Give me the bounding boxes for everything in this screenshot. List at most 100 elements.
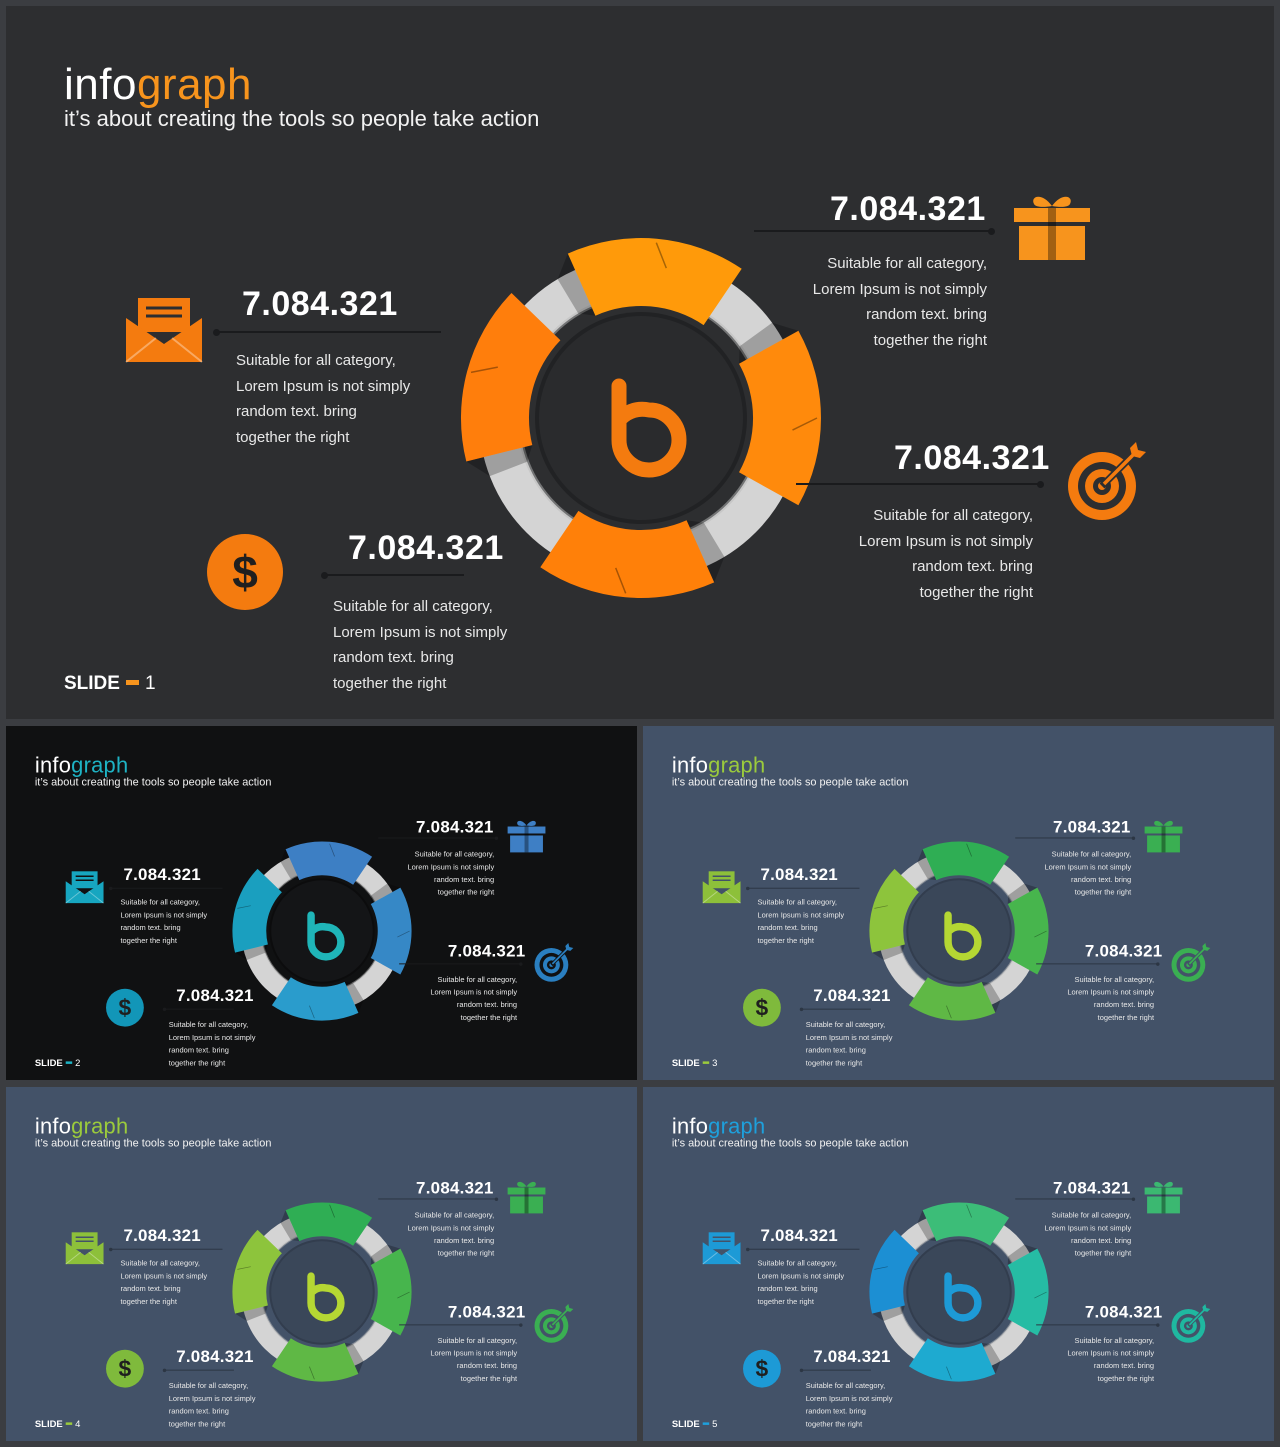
- target-icon: [533, 1302, 575, 1346]
- description-line: together the right: [805, 1419, 863, 1429]
- connector-dot: [988, 227, 995, 235]
- description-line: Lorem Ipsum is not simply: [120, 910, 208, 920]
- description-line: together the right: [236, 428, 350, 446]
- mail-icon: [702, 869, 742, 906]
- description: Suitable for all category, Lorem Ipsum is…: [1012, 1209, 1131, 1260]
- connector-dot: [162, 1368, 167, 1372]
- description-line: together the right: [1074, 887, 1132, 897]
- description: Suitable for all category, Lorem Ipsum is…: [120, 896, 239, 947]
- description-line: together the right: [120, 1297, 177, 1306]
- slide-title: infograph: [64, 61, 252, 109]
- description: Suitable for all category, Lorem Ipsum is…: [398, 1334, 517, 1385]
- description-line: together the right: [460, 1013, 518, 1022]
- gift-icon: [1144, 1180, 1184, 1217]
- connector-dot: [109, 1247, 113, 1251]
- slide-number: 2: [75, 1057, 81, 1069]
- description-line: together the right: [168, 1058, 226, 1068]
- description-line: together the right: [919, 583, 1033, 601]
- description-line: random text. bring: [912, 558, 1033, 575]
- slide-number: 3: [712, 1057, 718, 1069]
- connector-line: [399, 963, 522, 965]
- description-line: Suitable for all category,: [873, 507, 1033, 524]
- mail-icon: [124, 294, 204, 369]
- description-line: together the right: [333, 674, 447, 692]
- connector-dot: [162, 1007, 167, 1011]
- title-prefix: info: [34, 752, 72, 778]
- description: Suitable for all category, Lorem Ipsum is…: [1012, 848, 1131, 899]
- slide-2: infograph it’s about creating the tools s…: [6, 726, 637, 1080]
- slide-divider: [65, 1422, 73, 1425]
- gift-icon: [507, 819, 547, 856]
- connector-line: [216, 331, 441, 333]
- description-line: Lorem Ipsum is not simply: [757, 1271, 845, 1281]
- description-line: random text. bring: [1071, 875, 1132, 884]
- title-suffix: graph: [136, 60, 252, 109]
- connector-line: [801, 1008, 871, 1010]
- description-line: random text. bring: [805, 1406, 866, 1416]
- connector-line: [747, 887, 860, 889]
- connector-line: [1015, 1198, 1134, 1200]
- description-line: Suitable for all category,: [757, 898, 837, 907]
- title-prefix: info: [671, 1113, 709, 1139]
- slide-subtitle: it’s about creating the tools so people …: [671, 1136, 909, 1150]
- description-line: Lorem Ipsum is not simply: [858, 532, 1033, 550]
- slide-footer: SLIDE 2: [35, 1057, 81, 1069]
- value-label: 7.084.321: [416, 817, 494, 837]
- value-label: 7.084.321: [1084, 941, 1163, 961]
- description-line: random text. bring: [456, 1000, 518, 1010]
- description-line: together the right: [460, 1374, 518, 1383]
- description-line: together the right: [168, 1419, 226, 1429]
- description-line: Suitable for all category,: [757, 1259, 837, 1268]
- title-suffix: graph: [71, 1113, 129, 1139]
- description-line: Suitable for all category,: [168, 1381, 249, 1391]
- connector-line: [1036, 963, 1159, 965]
- description-line: together the right: [437, 887, 495, 897]
- description-line: random text. bring: [757, 923, 818, 933]
- slide-title: infograph: [672, 753, 766, 777]
- dollar-icon: $: [105, 1349, 145, 1391]
- slide-3: infograph it’s about creating the tools s…: [643, 726, 1274, 1080]
- connector-line: [754, 230, 992, 232]
- connector-line: [110, 1248, 223, 1250]
- description-line: Lorem Ipsum is not simply: [407, 1223, 495, 1233]
- description-line: Suitable for all category,: [437, 1336, 518, 1345]
- description: Suitable for all category, Lorem Ipsum is…: [169, 1019, 288, 1070]
- value-label: 7.084.321: [416, 1178, 494, 1198]
- slide-subtitle: it’s about creating the tools so people …: [34, 1136, 272, 1150]
- description-line: Suitable for all category,: [1051, 1210, 1132, 1220]
- value-label: 7.084.321: [1053, 1178, 1131, 1198]
- value-label: 7.084.321: [176, 986, 254, 1006]
- slide-label: SLIDE: [34, 1057, 63, 1069]
- description-line: random text. bring: [456, 1361, 518, 1371]
- description-line: Suitable for all category,: [437, 975, 518, 984]
- target-icon: [1170, 941, 1212, 985]
- slide-title: infograph: [35, 753, 129, 777]
- dollar-icon: $: [105, 988, 145, 1030]
- slide-title: infograph: [35, 1114, 129, 1138]
- description-line: Lorem Ipsum is not simply: [430, 1349, 518, 1358]
- slide-divider: [125, 679, 139, 685]
- connector-line: [378, 837, 497, 839]
- description: Suitable for all category, Lorem Ipsum is…: [169, 1380, 288, 1431]
- description-line: random text. bring: [805, 1045, 866, 1055]
- connector-line: [1036, 1324, 1159, 1326]
- description-line: Suitable for all category,: [1051, 849, 1132, 859]
- connector-line: [378, 1198, 497, 1200]
- title-suffix: graph: [708, 1113, 766, 1139]
- title-suffix: graph: [708, 752, 766, 778]
- description-line: Lorem Ipsum is not simply: [168, 1033, 256, 1042]
- value-label: 7.084.321: [1084, 1302, 1163, 1322]
- connector-dot: [746, 886, 750, 890]
- gift-icon: [1144, 819, 1184, 856]
- slide-4: infograph it’s about creating the tools s…: [6, 1087, 637, 1441]
- slide-title: infograph: [672, 1114, 766, 1138]
- description-line: Suitable for all category,: [236, 352, 396, 369]
- description-line: Lorem Ipsum is not simply: [120, 1271, 208, 1281]
- mail-icon: [65, 1230, 105, 1267]
- slide-divider: [702, 1061, 710, 1064]
- description-line: random text. bring: [168, 1045, 229, 1055]
- description: Suitable for all category, Lorem Ipsum is…: [1035, 1334, 1154, 1385]
- description-line: Suitable for all category,: [414, 1210, 495, 1220]
- description-line: Lorem Ipsum is not simply: [805, 1033, 893, 1042]
- slide-5: infograph it’s about creating the tools s…: [643, 1087, 1274, 1441]
